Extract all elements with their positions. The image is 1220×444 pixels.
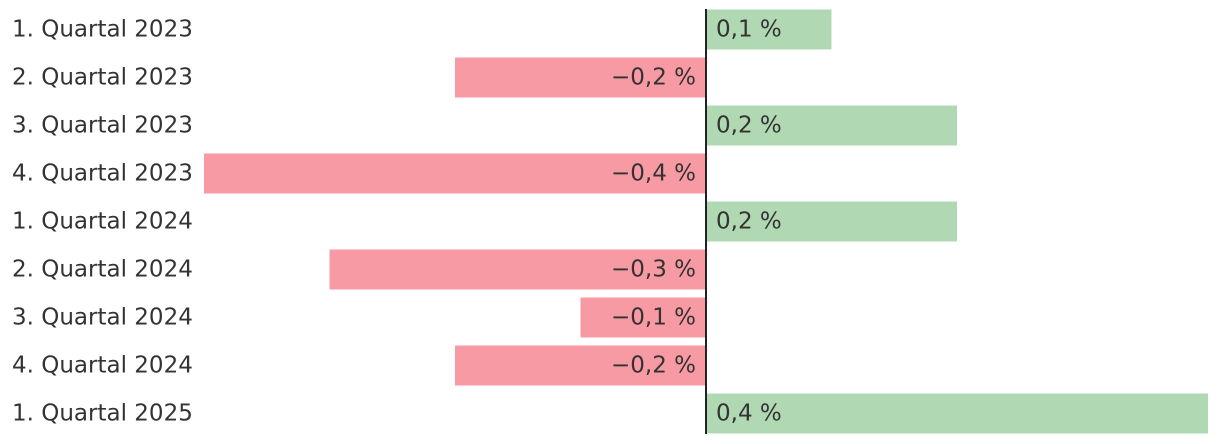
bar-positive — [706, 201, 957, 242]
bar-positive — [706, 9, 832, 50]
category-label: 1. Quartal 2023 — [12, 17, 193, 43]
category-label: 3. Quartal 2023 — [12, 113, 193, 139]
category-label: 4. Quartal 2024 — [12, 353, 193, 379]
value-label: 0,2 % — [716, 209, 782, 235]
category-label: 1. Quartal 2025 — [12, 401, 193, 427]
bars-layer — [204, 9, 1208, 434]
value-label: 0,2 % — [716, 113, 782, 139]
bar-positive — [706, 393, 1208, 434]
category-label: 4. Quartal 2023 — [12, 161, 193, 187]
bar-negative — [329, 249, 706, 290]
bar-negative — [580, 297, 706, 338]
bar-negative — [455, 57, 706, 98]
value-label: −0,3 % — [611, 257, 696, 283]
value-label: −0,2 % — [611, 353, 696, 379]
labels-layer: 1. Quartal 2023 0,1 % 2. Quartal 2023 −0,2 … — [12, 17, 782, 427]
value-label: −0,1 % — [611, 305, 696, 331]
value-label: 0,1 % — [716, 17, 782, 43]
bar-negative — [204, 153, 706, 194]
value-label: −0,4 % — [611, 161, 696, 187]
value-label: −0,2 % — [611, 65, 696, 91]
category-label: 1. Quartal 2024 — [12, 209, 193, 235]
bar-positive — [706, 105, 957, 146]
category-label: 2. Quartal 2023 — [12, 65, 193, 91]
bar-negative — [455, 345, 706, 386]
category-label: 2. Quartal 2024 — [12, 257, 193, 283]
value-label: 0,4 % — [716, 401, 782, 427]
category-label: 3. Quartal 2024 — [12, 305, 193, 331]
